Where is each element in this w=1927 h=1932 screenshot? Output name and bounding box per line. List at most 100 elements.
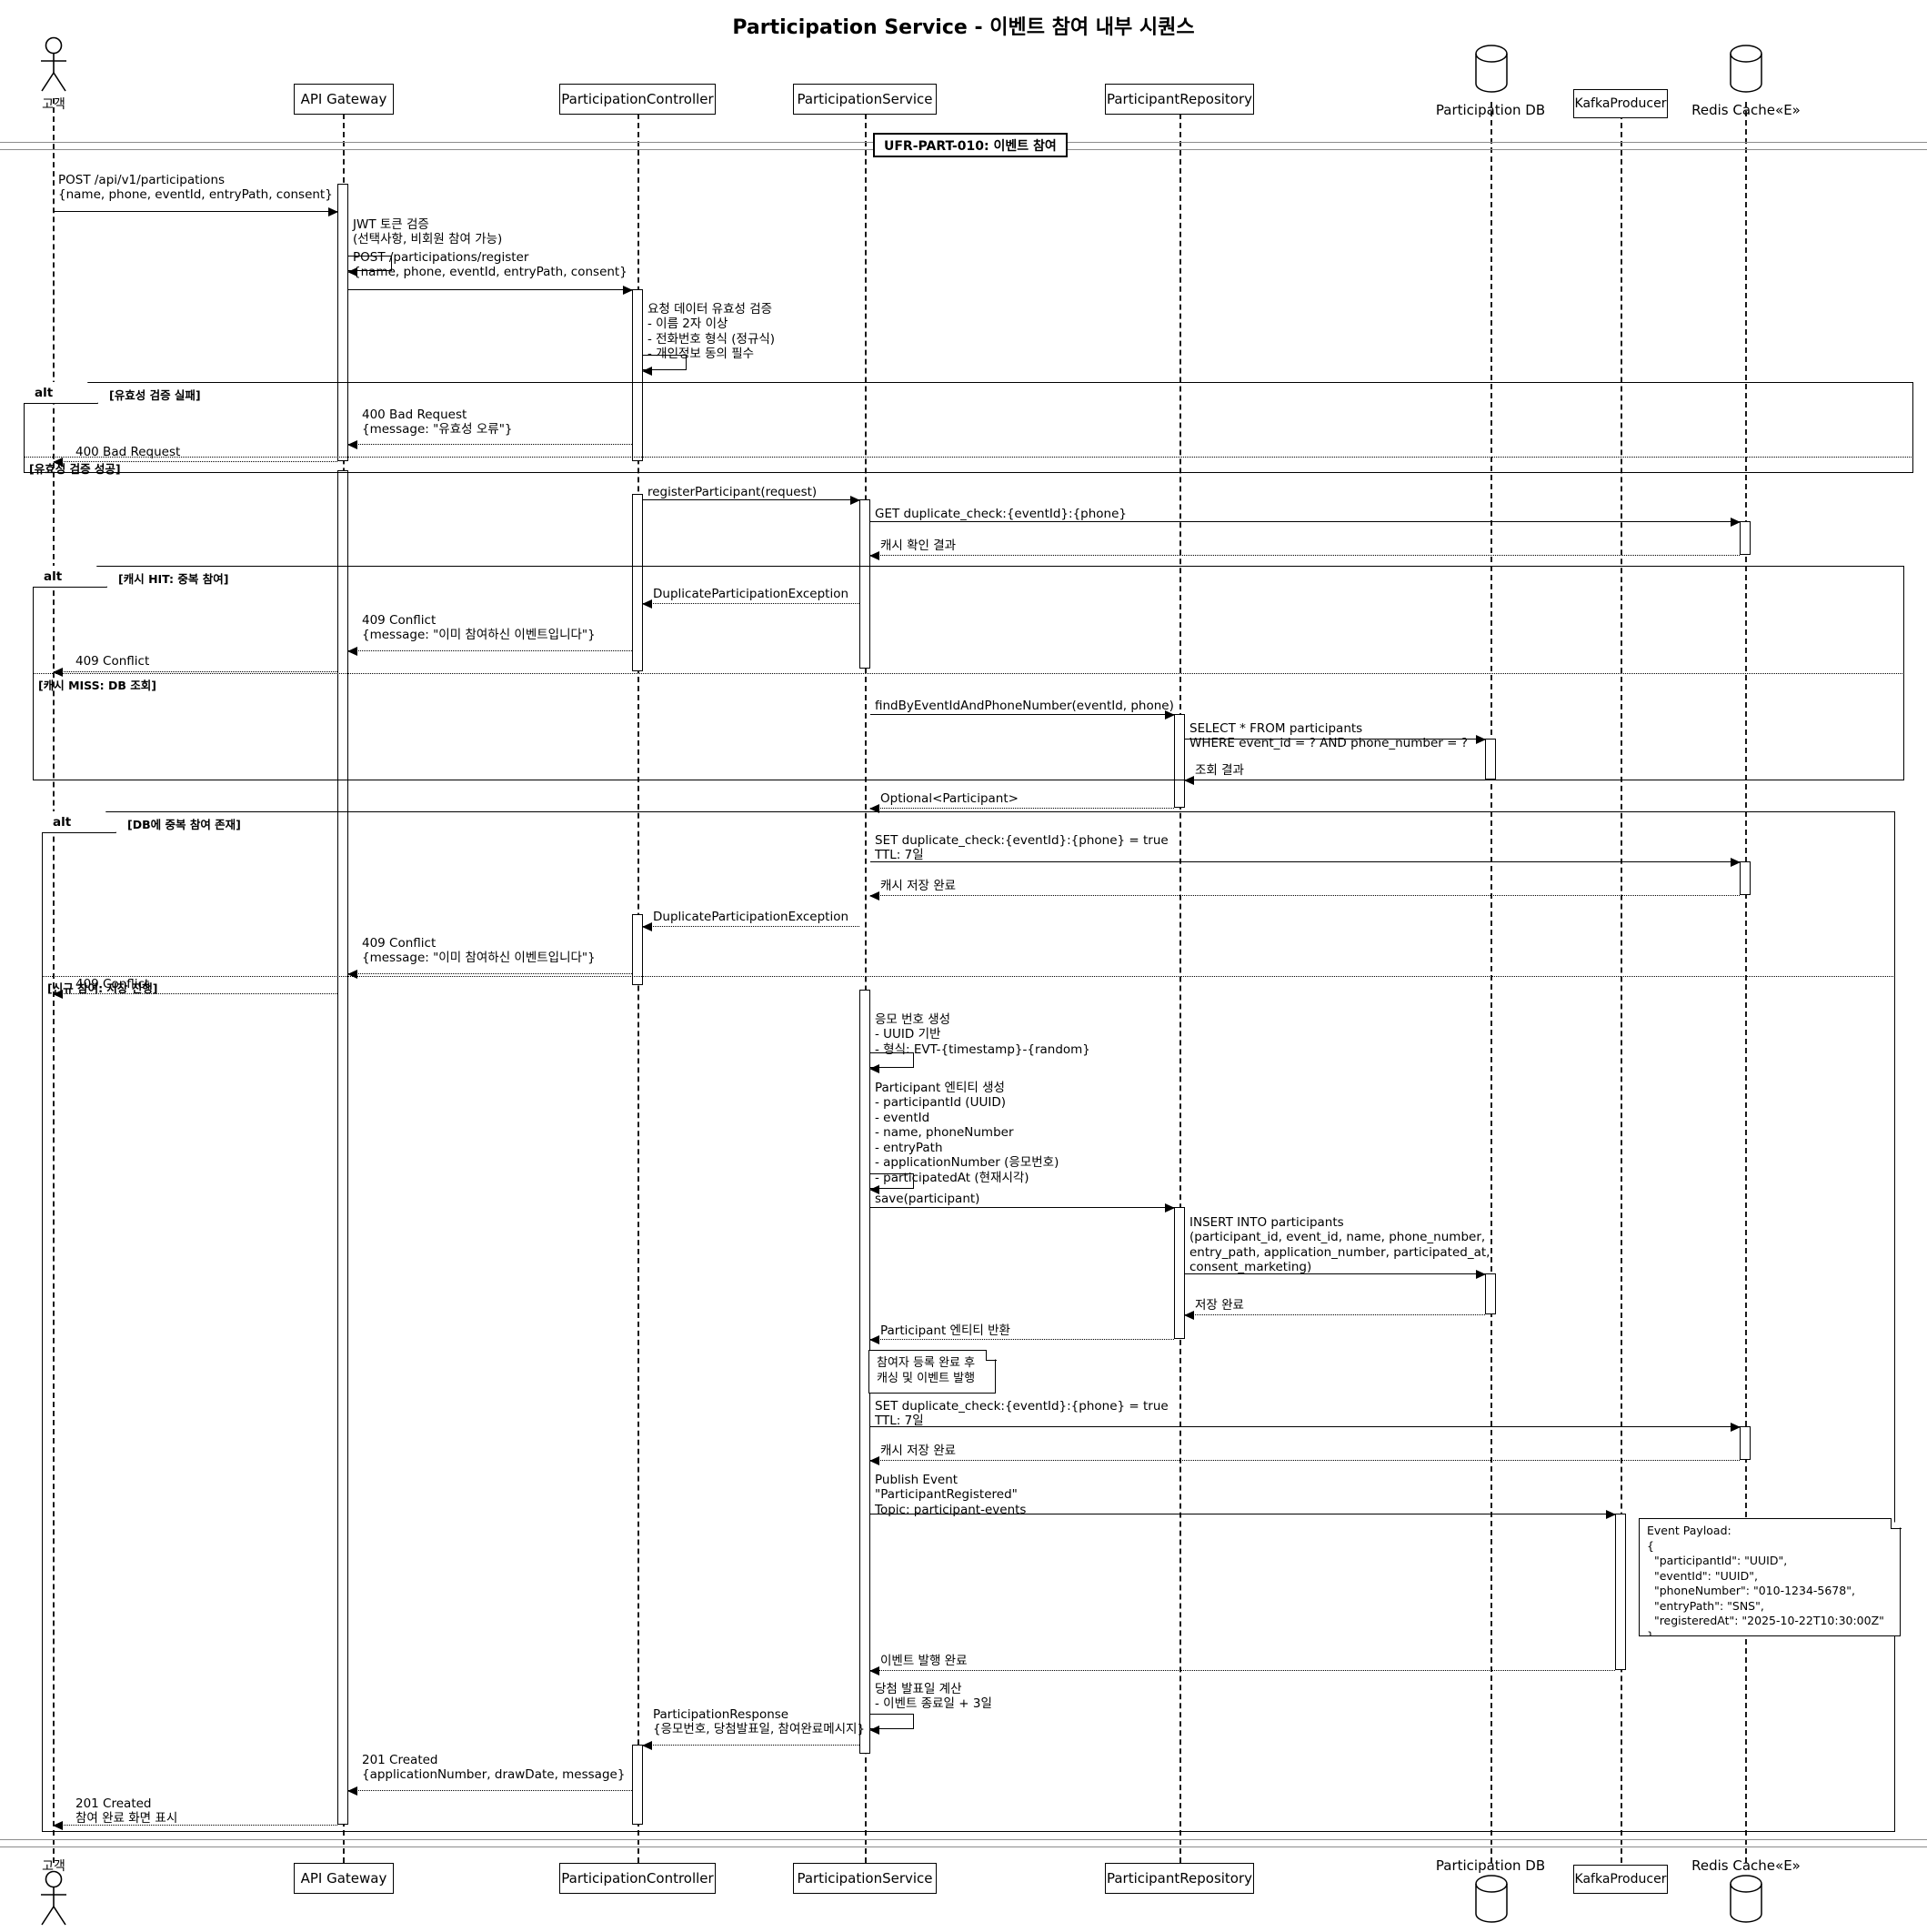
activation-repository-2: [1174, 1207, 1185, 1339]
frame-condition-validation-success: [유효성 검증 성공]: [29, 462, 121, 476]
lifeline-kafka: [1621, 114, 1622, 1863]
message-arrow-m14: [1185, 735, 1486, 744]
participant-controller[interactable]: ParticipationController: [559, 84, 716, 115]
message-arrow-m13: [870, 710, 1175, 719]
message-arrow-m27: [869, 1335, 1174, 1344]
message-arrow-m25: [1185, 1270, 1486, 1279]
message-arrow-m21: [53, 990, 337, 999]
message-label-m32: 당첨 발표일 계산 - 이벤트 종료일 + 3일: [875, 1682, 992, 1712]
lifeline-customer: [53, 98, 55, 1863]
message-arrow-m09: [869, 551, 1740, 560]
database-icon-participation-db-footer: [1469, 1874, 1514, 1932]
message-arrow-m18: [869, 891, 1740, 901]
arrowhead-icon-m34: [347, 1786, 357, 1796]
frame-divider-3: [42, 976, 1895, 977]
participant-service[interactable]: ParticipationService: [793, 84, 937, 115]
arrowhead-icon-m12: [53, 668, 63, 677]
arrowhead-icon-m04: [642, 367, 652, 376]
participant-footer-repository[interactable]: ParticipantRepository: [1105, 1863, 1254, 1894]
message-label-m30: Publish Event "ParticipantRegistered" To…: [875, 1473, 1027, 1517]
participant-footer-controller[interactable]: ParticipationController: [559, 1863, 716, 1894]
frame-alt-validation: [24, 382, 1913, 473]
activation-db-1: [1485, 739, 1496, 780]
message-label-m10: DuplicateParticipationException: [653, 587, 849, 601]
arrowhead-icon-m07: [850, 496, 860, 505]
activation-db-2: [1485, 1273, 1496, 1314]
activation-gateway-1: [337, 184, 348, 461]
arrowhead-icon-m15: [1184, 776, 1194, 785]
message-arrow-m29: [869, 1456, 1740, 1465]
participant-footer-gateway[interactable]: API Gateway: [294, 1863, 394, 1894]
participant-footer-kafka[interactable]: KafkaProducer: [1573, 1865, 1668, 1894]
frame-condition-db-duplicate: [DB에 중복 참여 존재]: [127, 818, 241, 831]
arrowhead-icon-m28: [1731, 1423, 1741, 1432]
arrowhead-icon-m35: [53, 1821, 63, 1830]
participant-label-db: Participation DB: [1435, 102, 1546, 118]
participant-footer-service[interactable]: ParticipationService: [793, 1863, 937, 1894]
message-label-m25: INSERT INTO participants (participant_id…: [1189, 1215, 1490, 1275]
group-rule-bottom-1: [0, 1839, 1927, 1840]
message-label-m33: ParticipationResponse {응모번호, 당첨발표일, 참여완료…: [653, 1707, 866, 1737]
message-label-m18: 캐시 저장 완료: [880, 879, 957, 893]
arrowhead-icon-m21: [53, 990, 63, 999]
message-label-m03: POST /participations/register {name, pho…: [353, 250, 627, 280]
participant-footer-label-customer: 고객: [42, 1859, 65, 1874]
message-label-m28: SET duplicate_check:{eventId}:{phone} = …: [875, 1399, 1169, 1429]
participant-label-redis: Redis Cache«E»: [1691, 102, 1801, 118]
lifeline-db: [1490, 102, 1492, 1863]
message-self-m22: [870, 1052, 914, 1068]
group-rule-bottom-2: [0, 1846, 1927, 1847]
message-self-m02: [348, 256, 392, 271]
arrowhead-icon-m27: [869, 1335, 879, 1344]
activation-service-1: [859, 499, 870, 669]
arrowhead-icon-m16: [869, 804, 879, 813]
message-arrow-m12: [53, 668, 337, 677]
message-arrow-m19: [642, 922, 859, 931]
frame-divider-2: [33, 673, 1904, 674]
activation-controller-2: [632, 494, 643, 671]
message-arrow-m10: [642, 599, 859, 609]
arrowhead-icon-m23: [869, 1185, 879, 1194]
message-self-m32: [870, 1714, 914, 1729]
frame-condition-validation-fail: [유효성 검증 실패]: [109, 388, 201, 402]
lifeline-service: [865, 114, 867, 1863]
message-label-m19: DuplicateParticipationException: [653, 910, 849, 924]
message-arrow-m35: [53, 1821, 337, 1830]
frame-divider-1: [24, 457, 1913, 458]
participant-kafka[interactable]: KafkaProducer: [1573, 89, 1668, 118]
message-arrow-m28: [870, 1423, 1741, 1432]
message-label-m06: 400 Bad Request: [75, 445, 181, 459]
arrowhead-icon-m01: [328, 207, 338, 216]
message-arrow-m17: [870, 858, 1741, 867]
participant-repository[interactable]: ParticipantRepository: [1105, 84, 1254, 115]
avatar-customer: [36, 36, 71, 96]
lifeline-repository: [1179, 114, 1181, 1863]
frame-tab-alt-1: alt: [24, 382, 98, 404]
arrowhead-icon-m13: [1165, 710, 1175, 719]
frame-condition-cache-hit: [캐시 HIT: 중복 참여]: [118, 572, 229, 586]
participant-gateway[interactable]: API Gateway: [294, 84, 394, 115]
message-label-m22: 응모 번호 생성 - UUID 기반 - 형식: EVT-{timestamp}…: [875, 1012, 1090, 1057]
activation-controller-4: [632, 1745, 643, 1825]
arrowhead-icon-m03: [623, 286, 633, 295]
arrowhead-icon-m06: [53, 458, 63, 467]
message-label-m13: findByEventIdAndPhoneNumber(eventId, pho…: [875, 699, 1174, 713]
message-label-m07: registerParticipant(request): [647, 485, 818, 499]
message-self-m04: [643, 355, 687, 370]
message-arrow-m34: [347, 1786, 632, 1796]
frame-tab-alt-2: alt: [33, 566, 107, 588]
message-arrow-m07: [643, 496, 860, 505]
activation-controller-3: [632, 914, 643, 985]
arrowhead-icon-m26: [1184, 1311, 1194, 1320]
database-icon-redis-cache-footer: [1723, 1874, 1769, 1932]
message-arrow-m16: [869, 804, 1174, 813]
arrowhead-icon-m14: [1476, 735, 1486, 744]
frame-condition-cache-miss: [캐시 MISS: DB 조회]: [38, 679, 156, 692]
message-arrow-m26: [1184, 1311, 1485, 1320]
participant-footer-label-redis: Redis Cache«E»: [1691, 1857, 1801, 1874]
lifeline-redis: [1745, 102, 1747, 1863]
arrowhead-icon-m11: [347, 647, 357, 656]
activation-gateway-2: [337, 470, 348, 1825]
note-fold-icon-n1: [986, 1350, 997, 1361]
